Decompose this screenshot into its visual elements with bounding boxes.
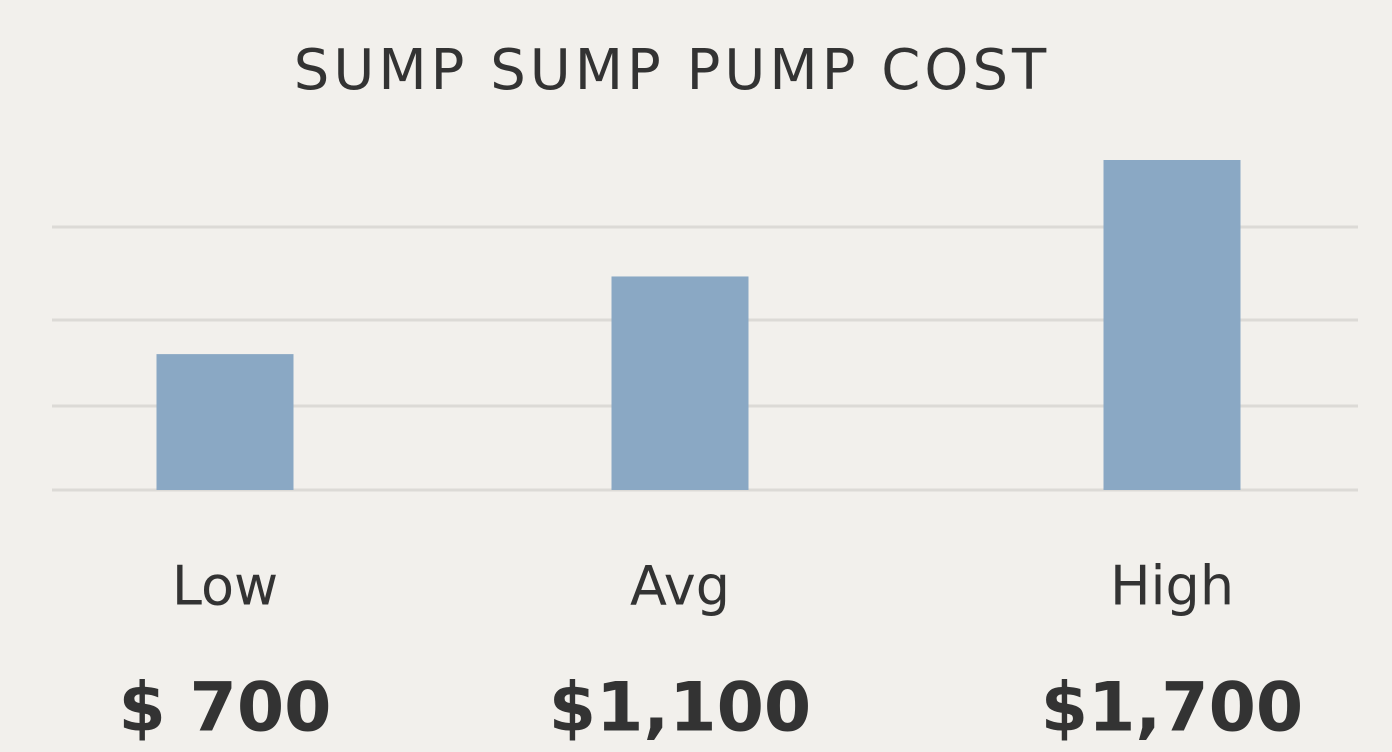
x-tick-label: High	[1110, 555, 1234, 618]
chart-title: SUMP SUMP PUMP COST	[294, 38, 1050, 103]
value-label: $ 700	[119, 669, 332, 748]
x-tick-label: Avg	[630, 555, 730, 618]
x-tick-label: Low	[172, 555, 278, 618]
value-label: $1,100	[549, 669, 811, 748]
value-label: $1,700	[1041, 669, 1303, 748]
bar	[611, 276, 749, 490]
bar	[1103, 160, 1241, 490]
bar	[156, 354, 294, 490]
